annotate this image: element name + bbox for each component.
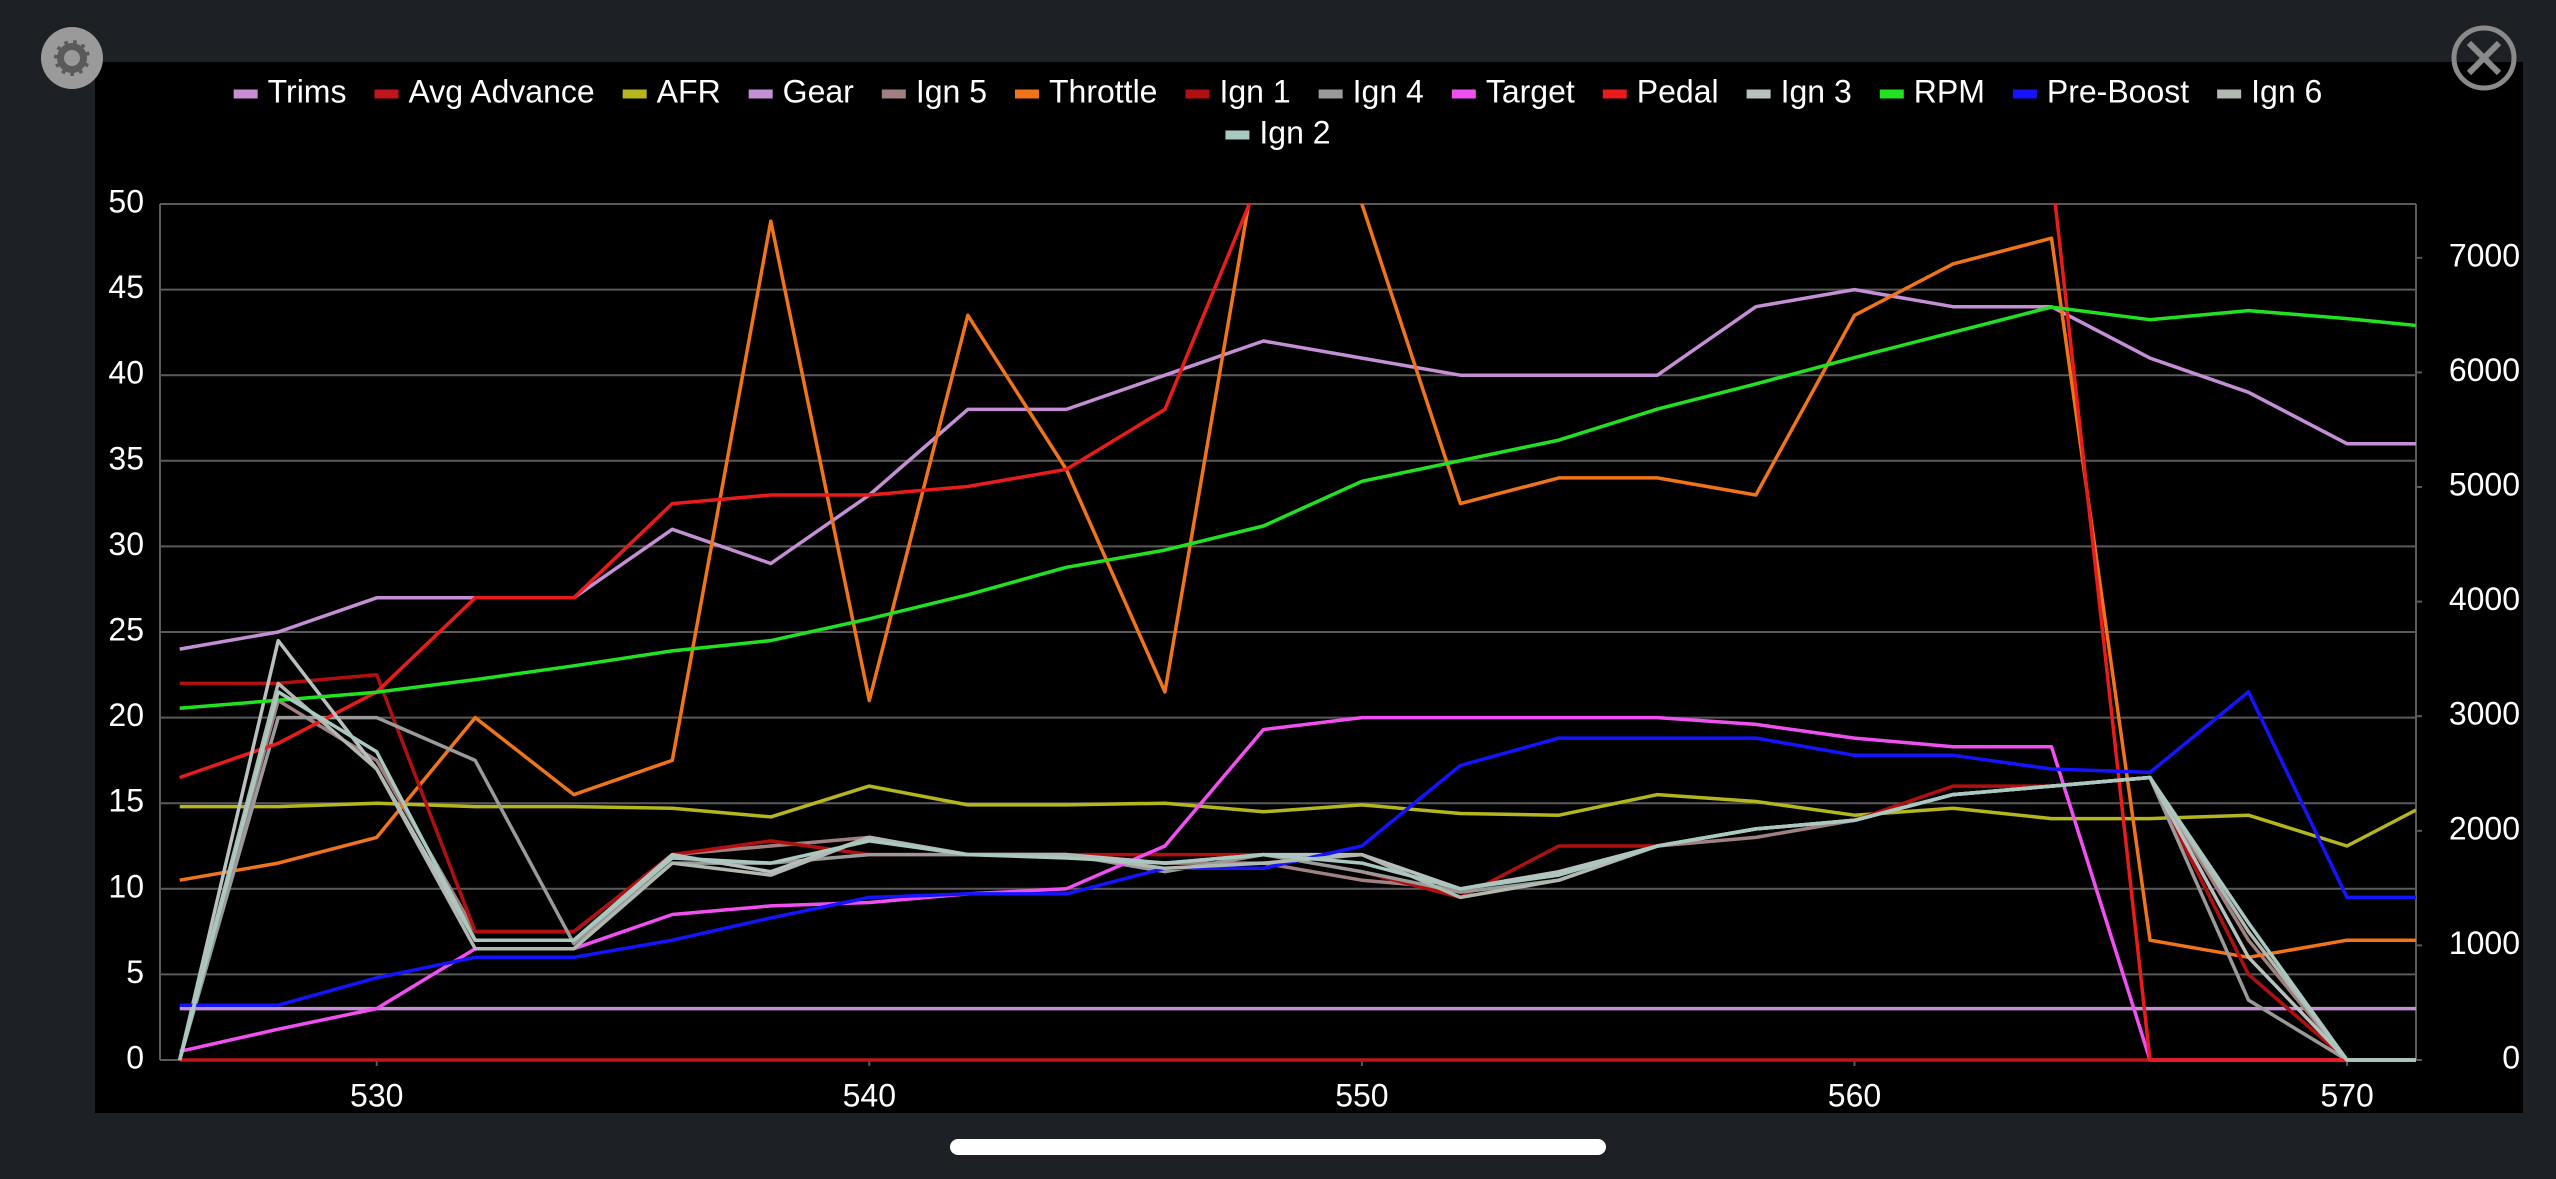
y2-tick-label: 2000: [2449, 810, 2520, 846]
legend-item: Gear: [748, 73, 854, 109]
legend-item: Ign 6: [2217, 73, 2322, 109]
legend-item: AFR: [622, 73, 721, 109]
close-cross: [2466, 40, 2502, 76]
y-tick-label: 40: [108, 355, 144, 391]
legend-swatch: [1225, 130, 1250, 140]
close-icon[interactable]: [2451, 25, 2517, 91]
legend-item: Ign 5: [881, 73, 987, 109]
settings-button[interactable]: [41, 27, 103, 89]
legend: Trims Avg Advance AFR Gear Ign 5 Throttle Ign …: [233, 73, 2322, 150]
y2-tick-label: 6000: [2449, 352, 2520, 388]
legend-item: Target: [1451, 73, 1575, 109]
x-tick-label: 560: [1828, 1077, 1881, 1113]
y-tick-label: 30: [108, 526, 144, 562]
series-line: [179, 784, 2416, 848]
y-tick-label: 50: [108, 183, 144, 219]
legend-label: Avg Advance: [408, 73, 594, 109]
legend-label: AFR: [657, 73, 721, 109]
y2-tick-label: 1000: [2449, 925, 2520, 961]
y-tick-label: 5: [126, 954, 144, 990]
legend-swatch: [1014, 89, 1039, 99]
legend-swatch: [881, 89, 906, 99]
legend-item: Ign 1: [1185, 73, 1291, 109]
legend-item: Avg Advance: [374, 73, 595, 109]
y-tick-label: 10: [108, 868, 144, 904]
gear-hub: [64, 50, 80, 66]
series-line: [179, 204, 2416, 1062]
legend-swatch: [1602, 89, 1627, 99]
legend-item: Throttle: [1014, 73, 1157, 109]
legend-item: Pedal: [1602, 73, 1719, 109]
legend-label: Throttle: [1049, 73, 1157, 109]
y2-tick-label: 3000: [2449, 696, 2520, 732]
y-tick-label: 0: [126, 1039, 144, 1075]
y-tick-label: 45: [108, 269, 144, 305]
legend-label: Ign 1: [1219, 73, 1290, 109]
legend-swatch: [1185, 89, 1210, 99]
legend-swatch: [233, 89, 258, 99]
legend-label: Ign 4: [1353, 73, 1424, 109]
close-button[interactable]: [2451, 25, 2517, 91]
series-line: [179, 305, 2416, 710]
home-indicator: [950, 1139, 1606, 1155]
legend-swatch: [622, 89, 647, 99]
legend-item: Ign 3: [1746, 73, 1852, 109]
y-tick-label: 20: [108, 697, 144, 733]
legend-label: Trims: [268, 73, 347, 109]
legend-item: Pre-Boost: [2012, 73, 2189, 109]
x-tick-label: 550: [1335, 1077, 1388, 1113]
legend-swatch: [2012, 89, 2037, 99]
legend-swatch: [1746, 89, 1771, 99]
legend-swatch: [374, 89, 399, 99]
y-tick-label: 15: [108, 783, 144, 819]
legend-label: Target: [1486, 73, 1575, 109]
legend-swatch: [2217, 89, 2242, 99]
legend-label: Ign 6: [2251, 73, 2322, 109]
legend-swatch: [1879, 89, 1904, 99]
axis-labels: 0 5 10 15 20 25 30 35 40 45 50 0 1000 2000 3000 4000 500…: [108, 183, 2520, 1113]
legend-label: Pre-Boost: [2047, 73, 2189, 109]
chart-panel: [95, 62, 2523, 1113]
x-tick-label: 570: [2320, 1077, 2373, 1113]
legend-label: Pedal: [1637, 73, 1719, 109]
legend-item: Ign 2: [1225, 114, 1331, 150]
legend-item: Trims: [233, 73, 347, 109]
legend-item: RPM: [1879, 73, 1985, 109]
x-tick-label: 530: [350, 1077, 403, 1113]
y-tick-label: 25: [108, 611, 144, 647]
y2-tick-label: 4000: [2449, 581, 2520, 617]
legend-swatch: [1318, 89, 1343, 99]
legend-swatch: [748, 89, 773, 99]
x-tick-label: 540: [843, 1077, 896, 1113]
y2-tick-label: 0: [2502, 1039, 2520, 1075]
y2-tick-label: 5000: [2449, 466, 2520, 502]
legend-label: RPM: [1914, 73, 1985, 109]
legend-item: Ign 4: [1318, 73, 1424, 109]
legend-label: Ign 3: [1781, 73, 1852, 109]
legend-label: Ign 5: [916, 73, 987, 109]
plot-lines: [177, 204, 2416, 1062]
y2-tick-label: 7000: [2449, 237, 2520, 273]
y-tick-label: 35: [108, 440, 144, 476]
legend-label: Gear: [783, 73, 854, 109]
legend-swatch: [1451, 89, 1476, 99]
series-line: [179, 204, 2416, 960]
series-line: [178, 690, 2416, 1062]
legend-label: Ign 2: [1259, 114, 1330, 150]
